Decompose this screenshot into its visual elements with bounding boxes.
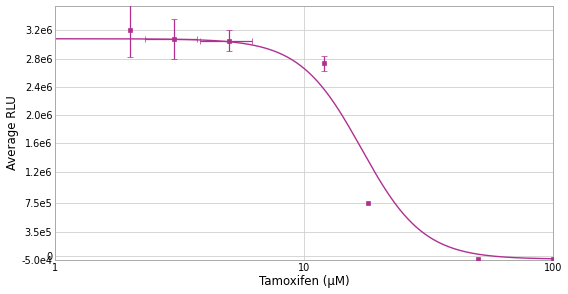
Y-axis label: Average RLU: Average RLU <box>6 95 19 170</box>
X-axis label: Tamoxifen (μM): Tamoxifen (μM) <box>259 275 349 288</box>
